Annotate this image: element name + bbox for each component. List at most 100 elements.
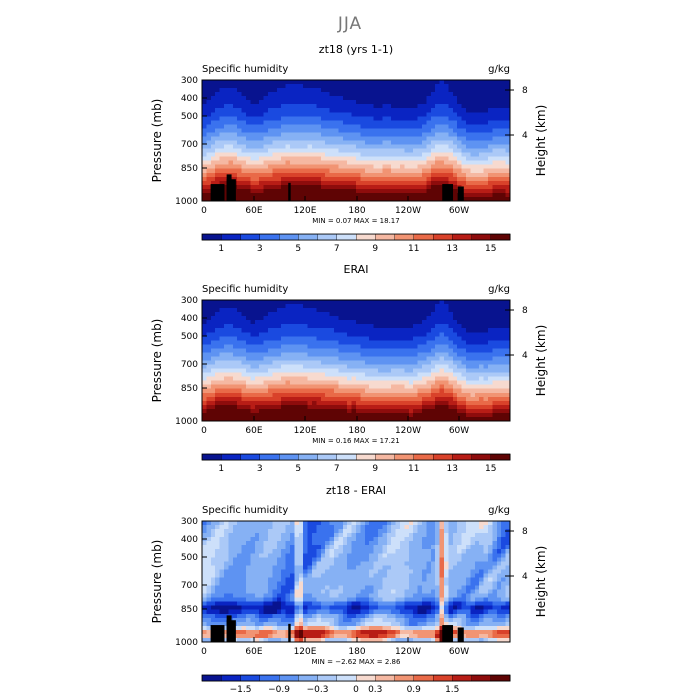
heatmap-cell [474,180,480,186]
heatmap-cell [342,324,348,329]
heatmap-cell [281,549,286,554]
heatmap-cell [215,376,220,382]
heatmap-cell [276,304,282,309]
heatmap-cell [430,304,436,309]
heatmap-cell [268,308,273,313]
heatmap-cell [373,320,379,325]
heatmap-cell [426,537,432,542]
heatmap-cell [430,372,436,378]
heatmap-cell [444,324,449,329]
heatmap-cell [501,380,506,386]
heatmap-cell [444,100,449,105]
heatmap-cell [268,364,273,369]
heatmap-cell [347,300,352,305]
heatmap-cell [373,88,379,93]
heatmap-cell [303,404,308,410]
heatmap-cell [408,376,414,382]
heatmap-cell [479,336,484,341]
heatmap-cell [290,312,295,317]
heatmap-cell [452,136,458,141]
heatmap-cell [237,108,242,113]
heatmap-cell [378,416,383,422]
heatmap-cell [320,308,326,313]
heatmap-cell [373,156,379,162]
heatmap-cell [237,304,242,309]
heatmap-cell [281,553,286,558]
heatmap-cell [360,80,366,85]
heatmap-cell [457,80,462,85]
heatmap-cell [417,356,423,361]
heatmap-cell [228,332,234,337]
heatmap-cell [408,541,414,546]
heatmap-cell [298,80,304,85]
heatmap-cell [224,88,229,93]
heatmap-cell [483,332,489,337]
heatmap-cell [250,408,256,414]
heatmap-cell [391,344,396,349]
heatmap-cell [457,360,462,365]
heatmap-cell [378,537,383,542]
heatmap-cell [386,328,392,333]
heatmap-cell [422,553,427,558]
heatmap-cell [369,168,374,174]
heatmap-cell [268,172,273,178]
heatmap-cell [351,332,357,337]
heatmap-cell [334,332,339,337]
heatmap-cell [329,312,335,317]
heatmap-cell [400,324,405,329]
heatmap-cell [307,529,313,534]
heatmap-cell [241,128,247,133]
heatmap-cell [435,140,440,145]
heatmap-cell [492,392,498,398]
heatmap-cell [351,104,357,109]
heatmap-cell [457,320,462,325]
heatmap-cell [254,148,260,153]
heatmap-cell [483,168,489,174]
colorbar-swatch [413,233,434,241]
heatmap-cell [426,308,432,313]
heatmap-cell [501,124,506,129]
heatmap-cell [298,124,304,129]
heatmap-cell [307,324,313,329]
heatmap-cell [290,356,295,361]
heatmap-cell [228,541,234,546]
heatmap-cell [285,124,291,129]
heatmap-cell [356,324,361,329]
heatmap-cell [272,92,278,97]
heatmap-cell [435,549,440,554]
heatmap-cell [232,376,238,382]
heatmap-cell [492,120,498,125]
heatmap-cell [430,80,436,85]
heatmap-cell [294,545,300,550]
heatmap-cell [329,176,335,182]
heatmap-cell [417,144,423,149]
heatmap-cell [219,388,225,394]
heatmap-cell [386,521,392,526]
heatmap-cell [351,400,357,406]
heatmap-cell [202,304,207,309]
heatmap-cell [483,116,489,121]
heatmap-cell [505,300,511,305]
heatmap-cell [202,192,207,198]
heatmap-cell [470,376,476,382]
heatmap-cell [342,368,348,373]
heatmap-cell [391,184,396,190]
heatmap-cell [263,304,269,309]
heatmap-cell [479,533,484,538]
heatmap-cell [294,380,300,386]
heatmap-cell [285,84,291,89]
heatmap-cell [413,541,418,546]
heatmap-cell [378,328,383,333]
heatmap-cell [228,300,234,305]
heatmap-cell [347,348,352,353]
heatmap-cell [281,128,286,133]
heatmap-cell [466,152,471,158]
heatmap-cell [210,404,216,410]
heatmap-cell [483,108,489,113]
heatmap-cell [246,537,251,542]
heatmap-cell [483,328,489,333]
heatmap-cell [461,316,467,321]
heatmap-cell [320,156,326,162]
heatmap-cell [263,140,269,145]
heatmap-cell [505,136,511,141]
